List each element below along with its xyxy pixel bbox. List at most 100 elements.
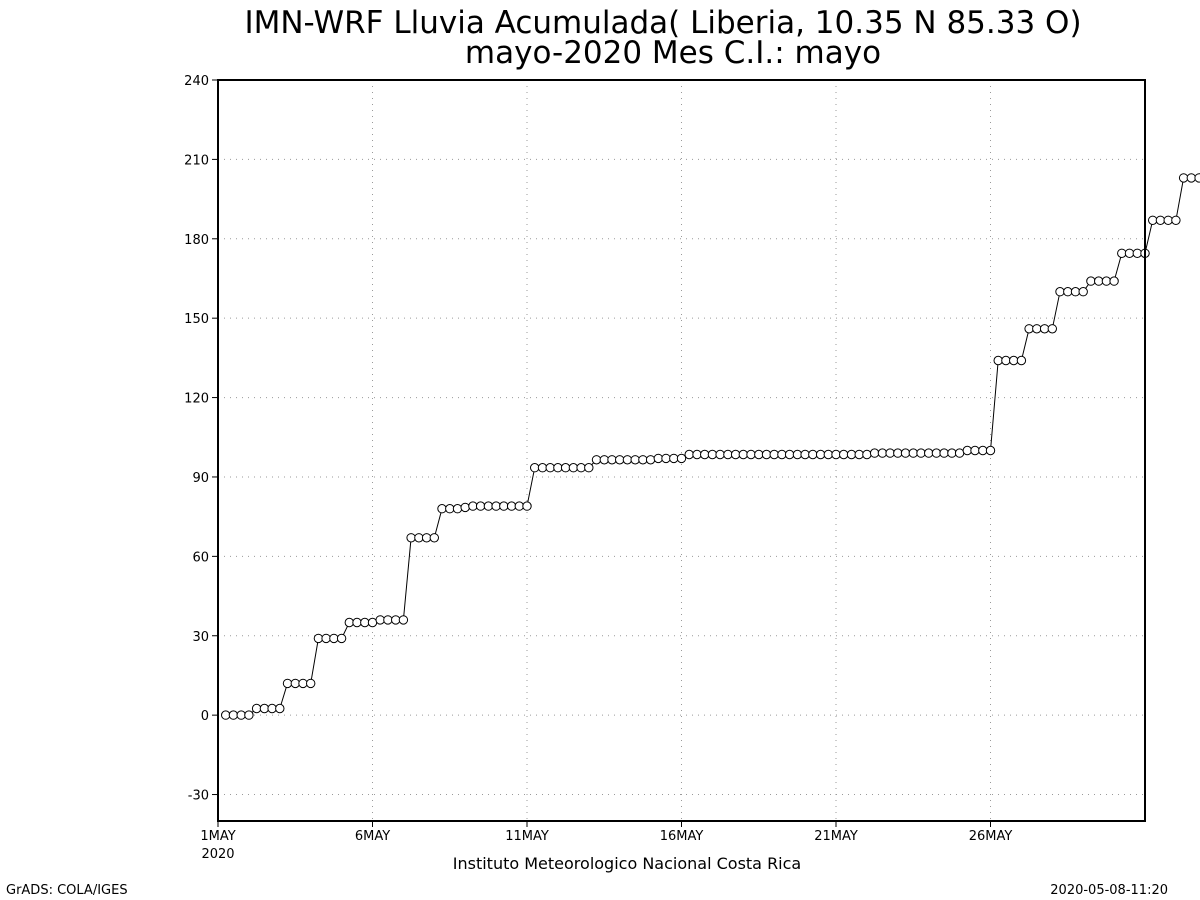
x-tick-year-label: 2020 — [201, 847, 234, 862]
data-point — [908, 448, 918, 458]
data-point — [700, 449, 710, 460]
data-point — [1055, 287, 1065, 297]
y-tick-label: 120 — [184, 392, 209, 407]
data-point — [221, 710, 231, 720]
data-point — [769, 449, 779, 460]
data-point — [985, 445, 996, 456]
data-point — [754, 449, 764, 460]
data-point — [846, 449, 857, 460]
data-point — [568, 463, 579, 473]
data-point — [676, 453, 687, 464]
data-point — [630, 455, 640, 465]
data-point — [391, 615, 401, 625]
data-point — [638, 455, 648, 465]
data-point — [375, 615, 385, 625]
data-point — [313, 633, 324, 644]
data-point — [916, 448, 926, 458]
data-point — [506, 501, 517, 511]
data-point — [321, 633, 331, 644]
data-point — [406, 533, 416, 543]
data-point — [723, 449, 733, 460]
data-point — [1148, 215, 1158, 226]
data-point — [1163, 215, 1173, 226]
data-point — [854, 449, 864, 460]
data-point — [290, 678, 300, 689]
data-point — [885, 448, 895, 458]
data-point — [839, 449, 849, 460]
data-point — [306, 678, 316, 689]
y-axis-ticks: -30 0 30 60 90 120 150 180 210 240 — [184, 74, 218, 804]
data-point — [514, 501, 524, 511]
data-point — [421, 533, 432, 543]
data-point — [1132, 248, 1143, 259]
data-point — [282, 678, 293, 689]
data-point — [924, 448, 934, 458]
chart-title: IMN-WRF Lluvia Acumulada( Liberia, 10.35… — [244, 5, 1081, 41]
data-point — [244, 710, 254, 720]
data-point — [900, 448, 911, 458]
data-point — [445, 504, 455, 514]
data-point — [869, 448, 880, 458]
data-point — [738, 449, 748, 460]
data-point — [993, 355, 1003, 366]
data-point — [970, 445, 980, 456]
data-point — [228, 710, 239, 720]
data-point — [1009, 355, 1019, 366]
data-point — [862, 449, 872, 460]
data-point — [545, 463, 555, 473]
data-point — [669, 453, 679, 464]
data-point — [591, 455, 602, 465]
y-tick-label: 90 — [192, 471, 209, 486]
data-point — [715, 449, 725, 460]
data-point — [707, 449, 718, 460]
y-tick-label: 240 — [184, 74, 209, 89]
data-point — [298, 678, 308, 689]
data-point — [275, 703, 285, 714]
data-point — [560, 463, 571, 473]
data-point — [499, 501, 509, 511]
data-point — [1109, 276, 1119, 286]
footer-institution: Instituto Meteorologico Nacional Costa R… — [453, 854, 801, 873]
data-point — [344, 617, 354, 628]
data-point — [1186, 173, 1197, 183]
data-point — [947, 448, 957, 458]
chart-subtitle: mayo-2020 Mes C.I.: mayo — [465, 35, 881, 71]
data-point — [831, 449, 841, 460]
data-point — [761, 449, 772, 460]
y-tick-label: 180 — [184, 233, 209, 248]
x-tick-label: 26MAY — [969, 829, 1013, 844]
data-point — [1086, 276, 1096, 286]
data-point — [475, 501, 486, 511]
data-point — [645, 455, 656, 465]
data-point — [360, 617, 370, 628]
grid-lines — [218, 80, 1145, 821]
y-tick-label: -30 — [188, 789, 209, 804]
data-point — [1001, 355, 1011, 366]
data-point — [1024, 324, 1034, 334]
data-point — [483, 501, 494, 511]
data-point — [746, 449, 756, 460]
series-markers — [221, 173, 1200, 720]
y-tick-label: 0 — [201, 709, 209, 724]
data-point — [530, 463, 540, 473]
data-point — [537, 463, 548, 473]
data-point — [954, 448, 965, 458]
data-point — [1194, 173, 1200, 183]
y-tick-label: 30 — [192, 630, 209, 645]
data-point — [730, 449, 741, 460]
data-point — [599, 455, 609, 465]
data-point — [1178, 173, 1189, 183]
data-point — [437, 504, 447, 514]
data-point — [1039, 324, 1050, 334]
data-point — [236, 710, 246, 720]
data-point — [1117, 248, 1127, 259]
data-point — [259, 703, 270, 714]
data-point — [576, 463, 586, 473]
data-point — [336, 633, 347, 644]
data-point — [1101, 276, 1112, 286]
data-point — [452, 504, 463, 514]
data-point — [622, 455, 633, 465]
data-point — [1124, 248, 1135, 259]
data-point — [429, 533, 439, 543]
